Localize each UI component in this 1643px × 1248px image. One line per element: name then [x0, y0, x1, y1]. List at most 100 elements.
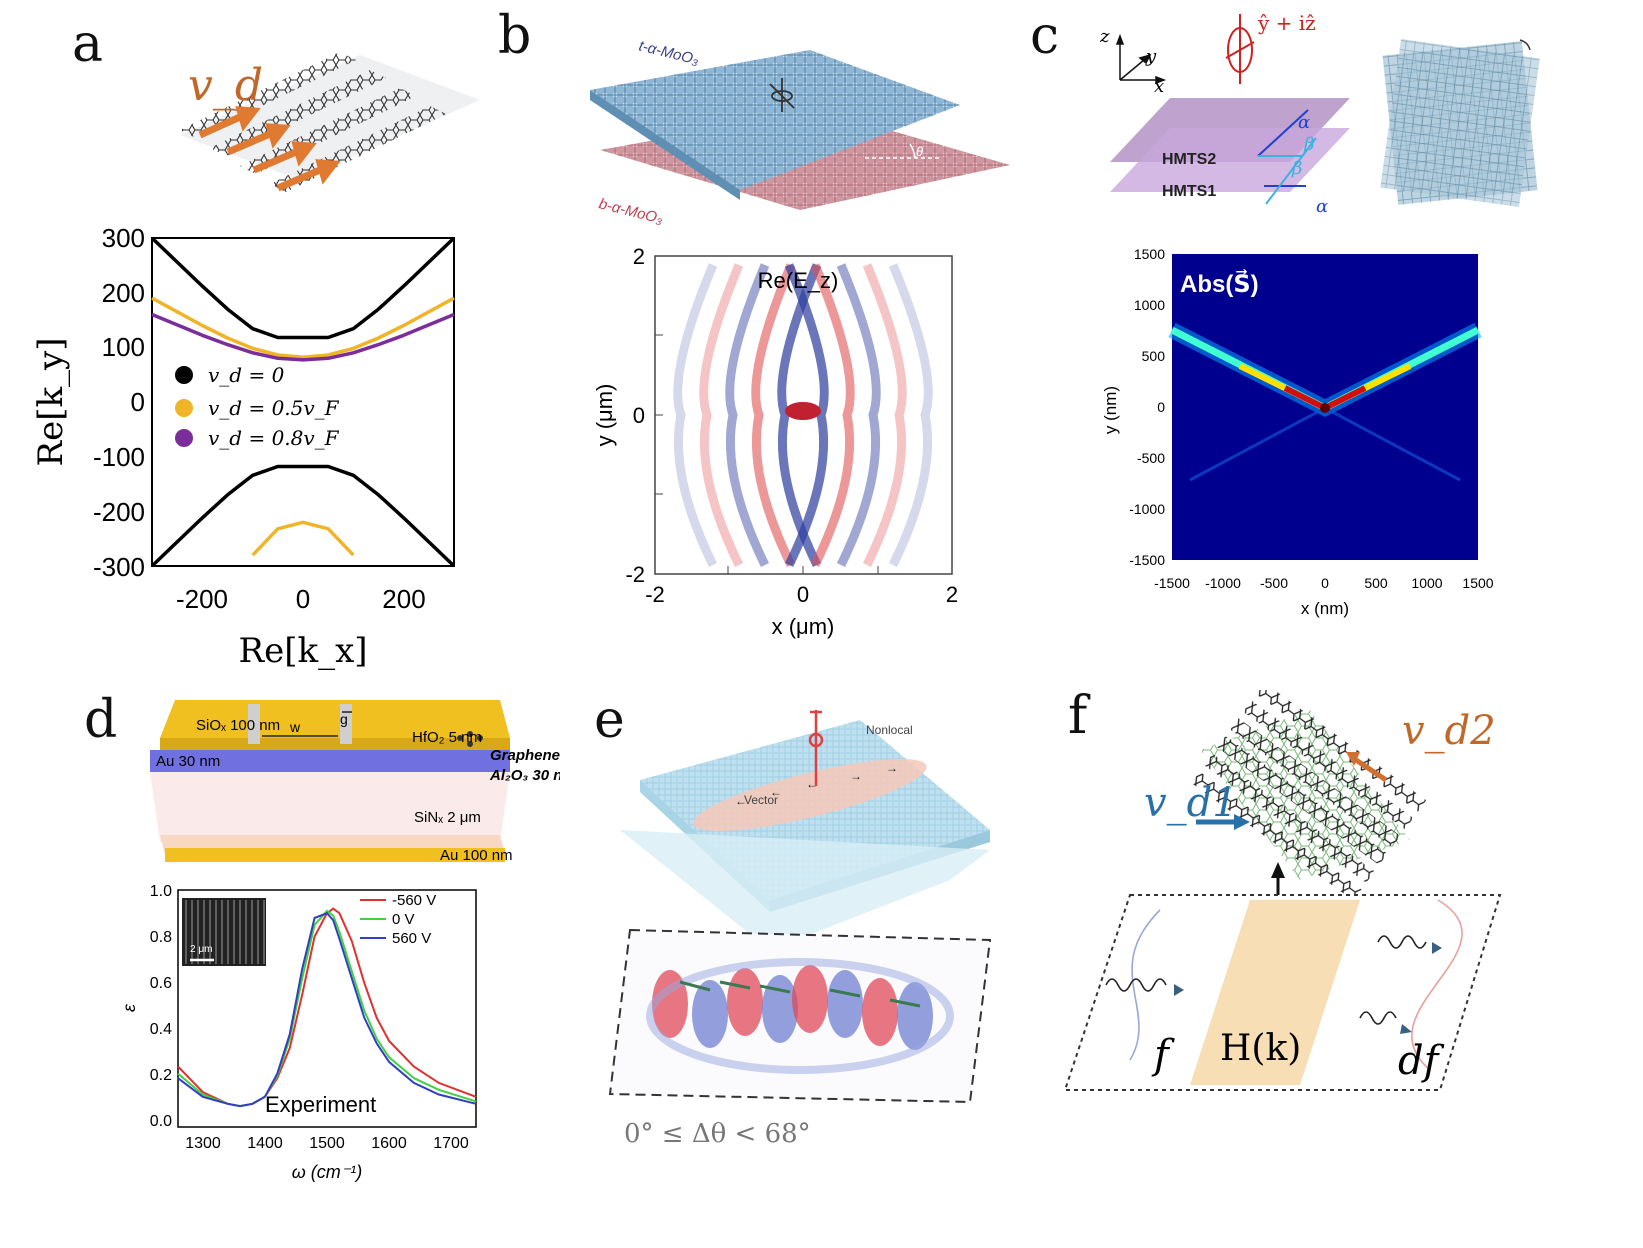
xtick-c: 1000: [1411, 575, 1442, 591]
panel-f-letter: f: [1068, 686, 1088, 746]
al2o3-label: Al₂O₃ 30 nm: [489, 767, 560, 784]
panel-e: ← ← ← → → Nonlocal Vector 0° ≤ Δθ < 68°: [608, 710, 992, 1149]
panel-f: v_d1 v_d2 f H(k) df: [1063, 690, 1502, 1091]
hmts1-label: HMTS1: [1162, 183, 1216, 200]
plot-c-ylabel: y (nm): [1101, 386, 1120, 434]
plot-d-spectra: [177, 907, 477, 1108]
xtick-c: 1500: [1462, 575, 1493, 591]
xtick-a: 200: [382, 584, 425, 614]
field-peak: [762, 975, 798, 1043]
legend-d-2: 560 V: [392, 930, 431, 947]
xtick-c: -1000: [1205, 575, 1241, 591]
device-stack-illustration: [150, 700, 510, 862]
hmts2-label: HMTS2: [1162, 151, 1216, 168]
xtick-a: -200: [176, 584, 228, 614]
width-label: w: [289, 719, 301, 735]
ytick-a: -200: [93, 497, 145, 527]
plot-a-ylabel: Re[k_y]: [31, 337, 71, 466]
xtick-a: 0: [296, 584, 310, 614]
series-line-a-2: [151, 312, 455, 362]
field-peak: [862, 978, 898, 1046]
ytick-b: 0: [633, 403, 645, 428]
ytick-d: 0.8: [150, 929, 172, 946]
hamiltonian-region: [1190, 900, 1360, 1085]
sinx-label: SiNₓ 2 μm: [414, 809, 481, 826]
legend-a-1: v_d = 0.5v_F: [208, 396, 340, 420]
ytick-a: -300: [93, 552, 145, 582]
panel-b: θ t-α-MoO₃ b-α-MoO₃ Re(E_z) -2 0 2 2 0 -…: [590, 37, 1010, 639]
graphene-ribbons-illustration: [180, 52, 480, 192]
circular-polarization-icon: [1225, 14, 1255, 84]
experiment-label: Experiment: [265, 1092, 376, 1117]
graphene-label: Graphene: [490, 747, 560, 764]
xtick-d: 1300: [185, 1135, 221, 1152]
ytick-c: 0: [1157, 399, 1165, 415]
source-core: [785, 402, 821, 420]
plot-c-xticks: -1500 -1000 -500 0 500 1000 1500: [1154, 575, 1494, 591]
vd1-label: v_d1: [1144, 780, 1238, 826]
wavefront: [699, 263, 744, 567]
alpha-top-label: α: [1298, 112, 1310, 133]
xtick-c: 0: [1321, 575, 1329, 591]
ytick-c: 1000: [1134, 297, 1165, 313]
siox-label: SiOₓ 100 nm: [196, 717, 280, 734]
xtick-d: 1500: [309, 1135, 345, 1152]
plot-a-xlabel: Re[k_x]: [238, 631, 367, 671]
vd2-label: v_d2: [1402, 708, 1496, 754]
beta-top-label: β: [1303, 134, 1314, 155]
plot-a-yticks: 300 200 100 0 -100 -200 -300: [93, 223, 145, 582]
wavefront: [777, 263, 822, 567]
wave-packet-f-icon: [1105, 909, 1184, 1061]
drift-arrow-vd1-icon: [1196, 814, 1250, 830]
panel-a: v_d v_d = 0 v_d = 0.5v_F v_d = 0.8v_F 30…: [31, 52, 480, 671]
field-map-b: [654, 255, 953, 575]
ytick-a: 0: [131, 387, 145, 417]
field-b-label: Re(E_z): [758, 268, 839, 293]
field-peak: [827, 970, 863, 1038]
plot-a-frame: [151, 237, 455, 567]
ytick-d: 0.0: [150, 1113, 172, 1130]
legend-d-0: -560 V: [392, 892, 436, 909]
field-c-label: Abs(S⃗): [1180, 269, 1259, 298]
alpha-bottom-label: α: [1316, 196, 1328, 217]
twisted-lattice-illustration: [1380, 38, 1540, 208]
plot-d-ylabel: ε: [119, 1003, 139, 1012]
series-line-a-0: [150, 236, 456, 340]
moo3-bilayer-illustration: θ: [590, 50, 1010, 210]
drift-velocity-label: v_d: [188, 60, 263, 111]
crystal-axis-arrows: [1257, 109, 1317, 205]
polarization-label: ŷ + iẑ: [1257, 11, 1316, 35]
axis-x-label: x: [1154, 76, 1164, 97]
wavefront: [836, 263, 881, 567]
plot-c-xlabel: x (nm): [1301, 599, 1349, 618]
plot-a-dispersion: [150, 236, 456, 568]
wavefront: [888, 263, 933, 567]
ytick-b: -2: [625, 562, 645, 587]
hamiltonian-label: H(k): [1220, 1028, 1301, 1069]
panel-d: SiOₓ 100 nm g w HfO₂ 5 nm Graphene Au 30…: [119, 700, 560, 1182]
svg-text:←: ←: [770, 785, 782, 799]
xtick-d: 1600: [371, 1135, 407, 1152]
ytick-d: 1.0: [150, 883, 172, 900]
wavefront: [862, 263, 907, 567]
axis-y-label: y: [1145, 46, 1157, 67]
rotation-arrow-icon: [769, 78, 795, 112]
plot-b-xticks: -2 0 2: [645, 566, 958, 607]
plot-d-legend: -560 V 0 V 560 V: [360, 892, 436, 947]
series-line-a-1: [251, 520, 355, 557]
plot-b-xlabel: x (μm): [772, 614, 835, 639]
ytick-c: -500: [1137, 450, 1165, 466]
ytick-d: 0.6: [150, 975, 172, 992]
plot-d-xticks: 1300 1400 1500 1600 1700: [185, 1135, 469, 1152]
panel-d-letter: d: [84, 690, 118, 750]
wavefront: [784, 263, 829, 567]
field-map-c: [1168, 254, 1482, 560]
xtick-c: -500: [1260, 575, 1288, 591]
scale-label: 2 μm: [190, 944, 212, 955]
field-peak: [727, 968, 763, 1036]
legend-a-2: v_d = 0.8v_F: [208, 426, 340, 450]
angle-range-label: 0° ≤ Δθ < 68°: [624, 1119, 811, 1149]
xtick-b: 2: [946, 582, 958, 607]
wavefront: [751, 263, 796, 567]
bottom-layer-label: b-α-MoO₃: [597, 195, 665, 227]
